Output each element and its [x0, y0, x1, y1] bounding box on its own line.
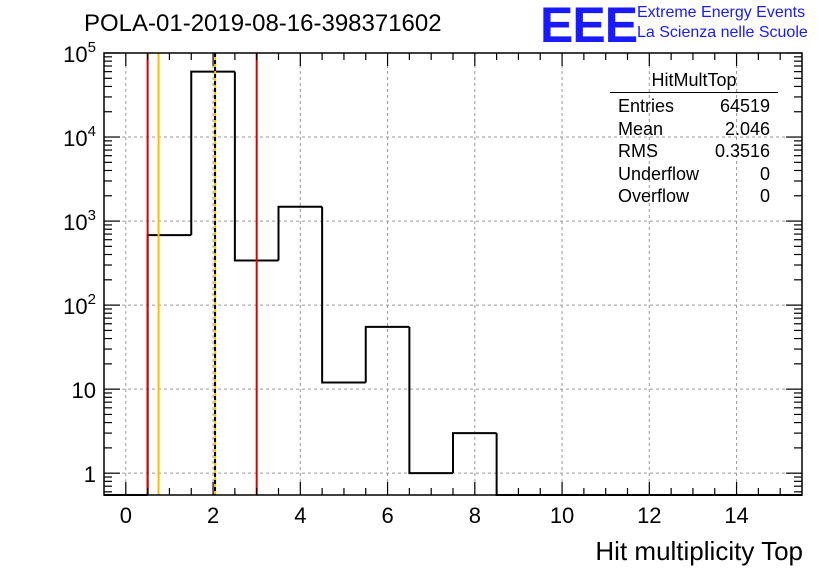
x-tick-label: 2	[207, 503, 219, 528]
y-tick-label-base: 10	[72, 378, 96, 403]
marker-lines-layer	[146, 53, 258, 495]
x-tick-label: 14	[724, 503, 748, 528]
y-tick-label: 1	[84, 462, 96, 487]
y-tick-label: 10	[72, 378, 96, 403]
histogram-bin	[452, 432, 497, 474]
histogram-bin	[495, 433, 541, 496]
y-tick-label-base: 1	[84, 462, 96, 487]
y-tick-label: 103	[63, 207, 96, 235]
chart-title: POLA-01-2019-08-16-398371602	[84, 10, 442, 37]
stats-row-rms: RMS 0.3516	[610, 140, 778, 163]
histogram-bin	[233, 71, 279, 262]
stats-row-mean: Mean 2.046	[610, 118, 778, 141]
stats-row-underflow: Underflow 0	[610, 163, 778, 186]
y-tick-label-base: 10	[63, 126, 87, 151]
y-tick-label: 102	[63, 291, 96, 319]
y-tick-label-exponent: 2	[88, 291, 96, 308]
stats-value: 2.046	[724, 118, 770, 139]
stats-label: RMS	[618, 141, 658, 161]
x-tick-label: 8	[469, 503, 481, 528]
histogram-bin	[364, 325, 410, 383]
logo-text-line2: La Scienza nelle Scuole	[637, 24, 808, 41]
x-tick-label: 10	[550, 503, 574, 528]
stats-label: Entries	[618, 96, 675, 116]
x-tick-label: 0	[120, 503, 132, 528]
stats-label: Overflow	[618, 186, 690, 206]
x-axis-label: Hit multiplicity Top	[595, 536, 803, 566]
histogram-bin	[321, 206, 366, 384]
histogram-bin	[277, 205, 323, 261]
histogram-bin	[190, 70, 235, 236]
x-tick-label: 12	[637, 503, 661, 528]
y-tick-label-base: 10	[63, 294, 87, 319]
stats-value: 0	[759, 163, 770, 184]
stats-box: HitMultTop Entries 64519 Mean 2.046 RMS …	[610, 70, 778, 208]
x-tick-label: 6	[381, 503, 393, 528]
stats-label: Underflow	[618, 163, 700, 184]
y-tick-label-base: 10	[63, 210, 87, 235]
y-tick-label-exponent: 4	[88, 123, 96, 140]
stats-row-overflow: Overflow 0	[610, 185, 778, 208]
stats-value: 0	[759, 186, 770, 206]
y-tick-label-base: 10	[63, 42, 87, 67]
y-tick-label-exponent: 3	[88, 207, 96, 224]
x-tick-label: 4	[294, 503, 306, 528]
stats-title: HitMultTop	[610, 70, 778, 93]
y-tick-label-exponent: 5	[88, 39, 96, 56]
y-tick-label: 104	[63, 123, 96, 151]
histogram-bin	[146, 234, 192, 495]
logo-text-line1: Extreme Energy Events	[637, 4, 806, 21]
stats-row-entries: Entries 64519	[610, 95, 778, 118]
eee-logo: EEE	[540, 0, 638, 53]
axes-layer	[103, 52, 803, 496]
histogram-bin	[408, 326, 453, 475]
stats-value: 0.3516	[714, 141, 770, 161]
stats-value: 64519	[719, 96, 770, 116]
y-tick-label: 105	[63, 39, 96, 67]
stats-label: Mean	[618, 118, 664, 139]
